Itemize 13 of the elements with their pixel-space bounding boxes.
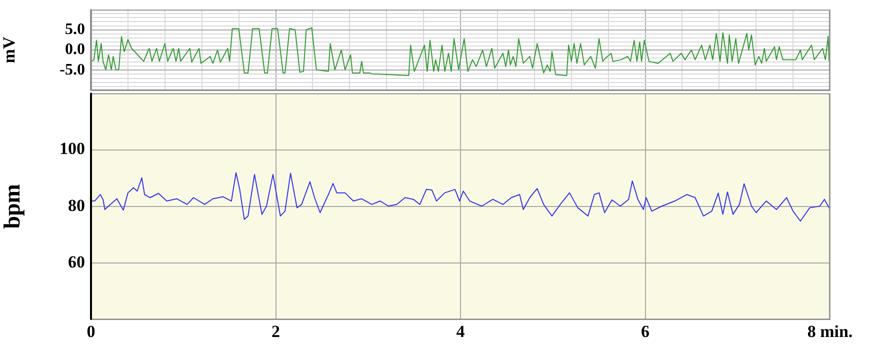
y-axis-title: mV: [0, 36, 19, 64]
y-tick-label: 5.0: [65, 20, 85, 38]
x-tick-label: 0: [86, 322, 96, 342]
y-tick-label: 100: [60, 139, 85, 158]
y-tick-label: 0.0: [65, 41, 85, 58]
y-tick-label: 60: [68, 252, 85, 272]
y-tick-label: 80: [68, 196, 85, 215]
x-tick-label: 4: [456, 322, 466, 342]
x-tick-label: 6: [641, 322, 650, 342]
x-tick-label: 8 min.: [807, 322, 853, 342]
x-tick-label: 2: [272, 322, 280, 342]
y-axis-title: bpm: [0, 184, 25, 229]
y-tick-label: -5.0: [60, 61, 85, 78]
